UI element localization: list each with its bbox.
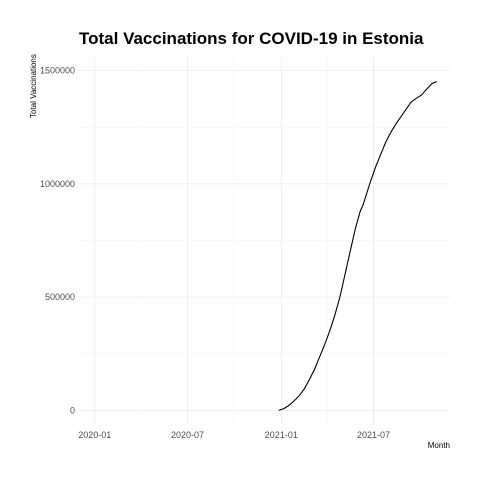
x-tick-label: 2021-07 xyxy=(357,430,390,440)
y-tick-label: 500000 xyxy=(45,292,75,302)
y-tick-label: 1000000 xyxy=(40,179,75,189)
x-tick-label: 2020-01 xyxy=(78,430,111,440)
x-tick-label: 2020-07 xyxy=(171,430,204,440)
y-tick-label: 0 xyxy=(70,405,75,415)
x-axis: 2020-01 2020-07 2021-01 2021-07 xyxy=(78,430,390,440)
y-axis: 0 500000 1000000 1500000 xyxy=(40,66,75,416)
y-tick-label: 1500000 xyxy=(40,66,75,76)
x-axis-title: Month xyxy=(428,441,450,450)
chart-title: Total Vaccinations for COVID-19 in Eston… xyxy=(79,29,424,48)
gridlines xyxy=(79,57,450,424)
y-axis-title: Total Vaccinations xyxy=(29,54,38,118)
x-tick-label: 2021-01 xyxy=(265,430,298,440)
series-line-total-vaccinations xyxy=(279,82,437,411)
